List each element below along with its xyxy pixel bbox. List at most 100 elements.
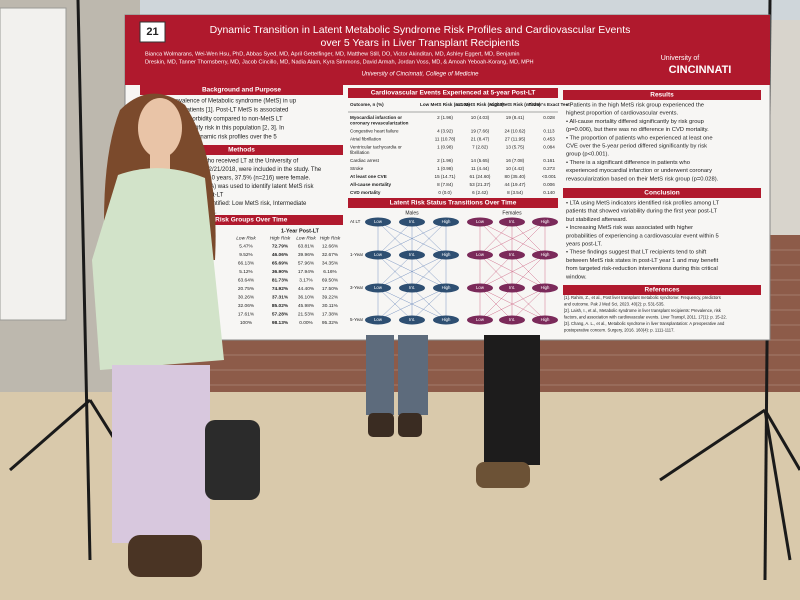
table-cell: At least one CVE xyxy=(350,174,387,179)
table-cell: 0.00% xyxy=(299,320,313,326)
state-label: Low xyxy=(374,219,383,224)
table-cell: 45.98% xyxy=(298,303,315,309)
table-header: 1-Year Post-LT xyxy=(281,228,320,234)
body-text: • Increasing MetS risk was associated wi… xyxy=(566,225,693,231)
table-cell: fibrillation xyxy=(350,150,370,155)
table-cell: 8 (3.54) xyxy=(507,190,523,195)
table-cell: 44 (19.47) xyxy=(505,182,526,187)
section-heading-bar xyxy=(140,85,343,95)
section-heading-bar xyxy=(140,145,343,155)
table-cell: 65.69% xyxy=(272,260,289,266)
state-label: High xyxy=(442,285,451,290)
state-label: Low xyxy=(374,252,383,257)
table-cell: 8 (7.84) xyxy=(437,182,453,187)
table-cell: 69.50% xyxy=(322,277,339,283)
body-text: • LTA using MetS indicators identified r… xyxy=(566,201,720,207)
state-node xyxy=(433,315,459,325)
state-node xyxy=(467,217,493,227)
table-cell: Ventricular tachycardia or xyxy=(350,145,402,150)
body-text: [1]. Rahim, Z., et al., Post liver trans… xyxy=(564,295,721,300)
state-label: High xyxy=(442,219,451,224)
state-node xyxy=(399,315,425,325)
table-cell: Stroke xyxy=(350,166,364,171)
transition-line xyxy=(411,254,447,289)
poster-number-box xyxy=(139,21,166,43)
body-text: • The proportion of patients who experie… xyxy=(566,135,713,141)
table-cell: 4 (3.92) xyxy=(437,129,453,134)
table-cell: 0.140 xyxy=(543,190,555,195)
state-node xyxy=(532,315,558,325)
table-header: Low MetS Risk (n=102) xyxy=(420,102,470,107)
pant-leg xyxy=(112,365,160,543)
table-header: Int. MetS Risk (n=248) xyxy=(456,102,504,107)
state-label: High xyxy=(442,317,451,322)
table-cell: 0.028 xyxy=(543,115,555,120)
table-cell: 30.11% xyxy=(322,303,339,309)
leg xyxy=(366,335,394,415)
table-cell: 15 (14.71) xyxy=(435,174,456,179)
time-label: 3-Year xyxy=(350,285,364,290)
section-heading: Methods xyxy=(228,147,255,154)
transition-line xyxy=(479,254,546,289)
state-label: Int. xyxy=(409,285,415,290)
state-node xyxy=(365,315,391,325)
table-cell: 30.26% xyxy=(238,294,255,300)
section-heading: ors in Risk Groups Over Time xyxy=(196,217,288,224)
state-label: Low xyxy=(476,317,485,322)
table-cell: 17.38% xyxy=(322,311,339,317)
state-label: High xyxy=(541,252,550,257)
section-heading-bar xyxy=(348,88,558,98)
body-text: ysis (LTA) was used to identify latent M… xyxy=(190,184,314,190)
poster-title: over 5 Years in Liver Transplant Recipie… xyxy=(320,37,519,49)
table-cell: 63.81% xyxy=(298,243,315,249)
table-cell: 0.273 xyxy=(543,166,555,171)
table-cell: coronary revascularization xyxy=(350,121,409,126)
table-cell: 63.64% xyxy=(238,277,255,283)
body-text: nsplant (LT) patients [1]. Post-LT MetS … xyxy=(150,108,288,114)
table-cell: 5.12% xyxy=(239,269,253,275)
transition-line xyxy=(479,221,513,256)
table-cell: 34.35% xyxy=(322,260,339,266)
state-label: Low xyxy=(374,317,383,322)
body-text: (p=0.006), but there was no difference i… xyxy=(566,127,709,133)
state-node xyxy=(499,250,525,260)
state-node xyxy=(399,217,425,227)
state-label: High xyxy=(541,317,550,322)
table-cell: <0.001 xyxy=(542,174,557,179)
table-cell: 12.66% xyxy=(322,243,339,249)
state-label: Int. xyxy=(509,252,515,257)
table-header: Low Risk xyxy=(296,235,316,241)
table-cell: 1 (0.98) xyxy=(437,166,453,171)
shoe xyxy=(476,462,530,488)
body-text: S to understand dynamic risk profiles ov… xyxy=(150,135,277,141)
body-text: CVE over the 5-year period differed sign… xyxy=(566,144,707,150)
state-node xyxy=(499,315,525,325)
state-label: Int. xyxy=(509,317,515,322)
table-cell: Cardiac arrest xyxy=(350,158,380,163)
table-cell: 0.453 xyxy=(543,137,555,142)
table-cell: 0.161 xyxy=(543,158,555,163)
state-label: High xyxy=(442,252,451,257)
time-label: 5-Year xyxy=(350,317,364,322)
state-node xyxy=(467,250,493,260)
group-label: Females xyxy=(502,210,522,216)
table-cell: 27 (11.95) xyxy=(505,137,526,142)
state-label: High xyxy=(541,219,550,224)
table-cell: 20.75% xyxy=(238,286,255,292)
state-node xyxy=(399,283,425,293)
table-cell: 44.40% xyxy=(298,286,315,292)
state-label: Low xyxy=(476,285,485,290)
table-cell: 19 (7.66) xyxy=(471,129,490,134)
table-cell: 36.10% xyxy=(298,294,315,300)
body-text: rmated prevalence of Metabolic syndrome … xyxy=(150,99,297,105)
table-cell: All-cause mortality xyxy=(350,182,392,187)
table-cell: 36.90% xyxy=(272,269,289,275)
authors: Bianca Wolmarans, Wei-Wen Hsu, PhD, Abba… xyxy=(145,51,520,57)
section-heading-bar xyxy=(563,285,761,295)
table-cell: 0.006 xyxy=(543,182,555,187)
section-heading: Results xyxy=(650,92,674,99)
state-node xyxy=(433,217,459,227)
state-node xyxy=(365,217,391,227)
table-cell: 74.92% xyxy=(272,286,289,292)
transition-line xyxy=(511,221,546,256)
